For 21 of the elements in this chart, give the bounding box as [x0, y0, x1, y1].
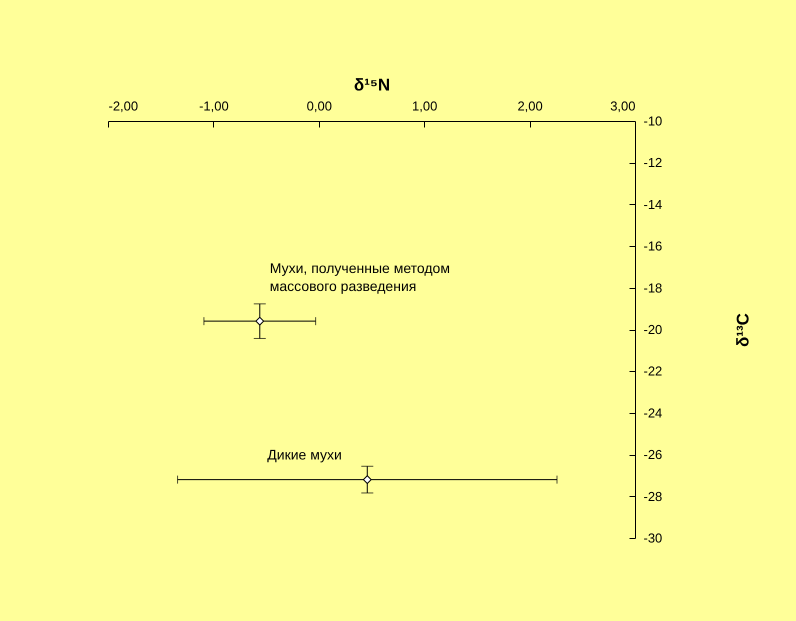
- y-tick-label: -28: [644, 488, 662, 504]
- series-label: Мухи, полученные методом массового разведения: [270, 260, 450, 294]
- x-axis-title: δ¹⁵N: [354, 76, 390, 94]
- y-tick-label: -22: [644, 364, 662, 379]
- x-tick-label: -1,00: [199, 98, 229, 114]
- x-tick-label: 3,00: [610, 98, 636, 114]
- x-tick-label: -2,00: [108, 98, 138, 114]
- x-tick-label: 1,00: [412, 98, 438, 114]
- y-tick-label: -20: [644, 322, 662, 337]
- y-tick-label: -10: [644, 114, 662, 128]
- y-tick-label: -24: [644, 405, 662, 420]
- y-tick-label: -12: [644, 155, 662, 170]
- y-tick-label: -18: [644, 280, 662, 296]
- y-tick-label: -30: [644, 530, 662, 546]
- x-tick-label: 2,00: [517, 98, 543, 114]
- y-tick-label: -16: [644, 238, 662, 254]
- x-tick-label: 0,00: [306, 98, 332, 114]
- y-axis-title: δ¹³C: [733, 313, 752, 347]
- y-tick-label: -14: [644, 196, 662, 212]
- series-label: Дикие мухи: [267, 446, 342, 463]
- y-tick-label: -26: [644, 447, 662, 462]
